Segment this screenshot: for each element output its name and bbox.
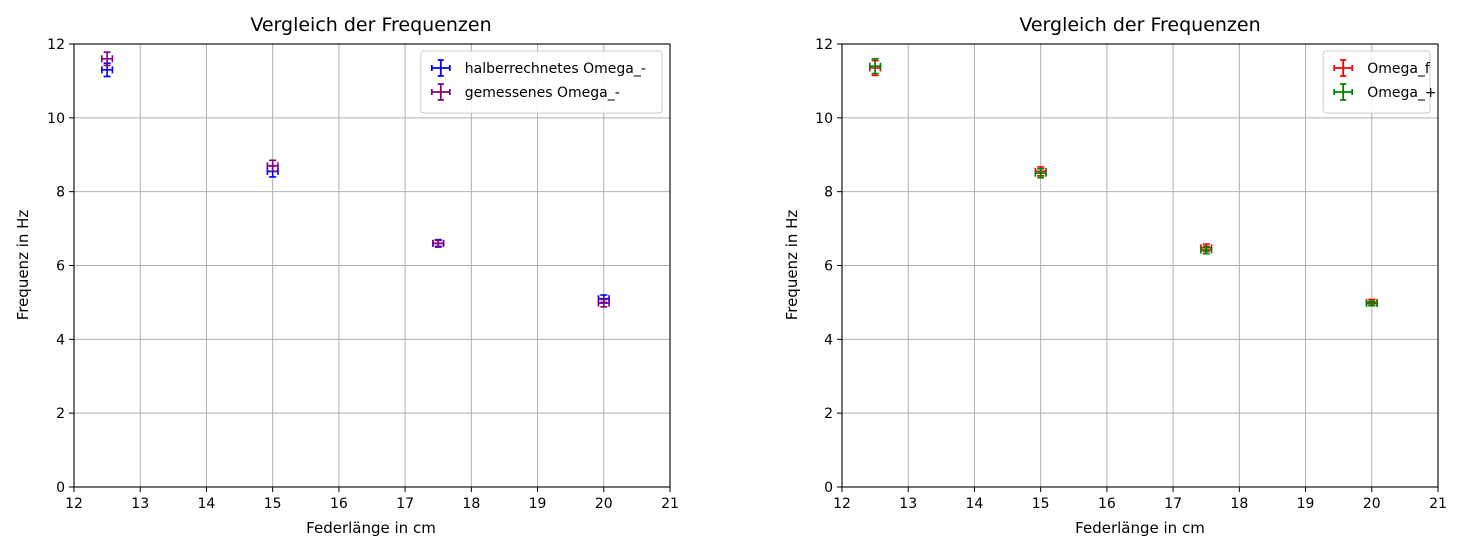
legend-marker [1333, 59, 1354, 77]
legend-box [420, 50, 663, 114]
x-tick-label: 12 [833, 496, 851, 512]
ticks: 12 13 14 15 16 17 18 19 20 21 0 2 4 6 8 10 12 [815, 37, 1447, 512]
chart-title: Vergleich der Frequenzen [250, 14, 491, 36]
y-tick-label: 8 [56, 185, 65, 201]
legend: halberrechnetes Omega_- gemessenes Omega_… [420, 50, 663, 114]
data-point [266, 159, 279, 173]
y-tick-label: 10 [47, 111, 65, 127]
data-point [597, 298, 610, 308]
x-tick-label: 12 [65, 496, 83, 512]
y-tick-label: 12 [47, 37, 65, 53]
x-tick-label: 13 [131, 496, 149, 512]
x-tick-label: 19 [1297, 496, 1315, 512]
legend-marker [430, 83, 451, 101]
x-tick-label: 18 [462, 496, 480, 512]
plot-frame [841, 43, 1439, 488]
legend-marker [1333, 83, 1354, 101]
x-tick-label: 19 [529, 496, 547, 512]
y-tick-label: 12 [815, 37, 833, 53]
legend-label: gemessenes Omega_- [465, 85, 620, 101]
y-axis-label: Frequenz in Hz [783, 210, 801, 321]
plot-frame [73, 43, 671, 488]
x-tick-label: 16 [330, 496, 348, 512]
x-tick-label: 18 [1230, 496, 1248, 512]
y-tick-label: 6 [824, 259, 833, 275]
chart-right: Vergleich der Frequenzen Federlänge in c… [783, 14, 1447, 537]
y-tick-label: 4 [824, 332, 833, 348]
x-tick-label: 20 [1363, 496, 1381, 512]
legend-label: Omega_+ [1367, 85, 1436, 101]
y-tick-label: 2 [824, 406, 833, 422]
legend-marker [430, 59, 451, 77]
x-axis-label: Federlänge in cm [306, 519, 436, 537]
data-point [1200, 245, 1213, 255]
y-tick-label: 10 [815, 111, 833, 127]
y-tick-label: 8 [824, 185, 833, 201]
x-tick-label: 21 [661, 496, 679, 512]
series-0 [869, 59, 1378, 307]
x-tick-label: 17 [396, 496, 414, 512]
legend: Omega_f Omega_+ [1322, 50, 1437, 114]
x-tick-label: 21 [1429, 496, 1447, 512]
y-tick-label: 0 [824, 480, 833, 496]
series-1 [101, 51, 610, 308]
data-point [432, 239, 445, 248]
x-tick-label: 15 [264, 496, 282, 512]
series-1 [869, 57, 1378, 308]
x-tick-label: 16 [1098, 496, 1116, 512]
data-point [101, 51, 114, 67]
y-tick-label: 4 [56, 332, 65, 348]
y-tick-label: 6 [56, 259, 65, 275]
x-tick-label: 15 [1032, 496, 1050, 512]
legend-box [1322, 50, 1431, 114]
y-tick-label: 0 [56, 480, 65, 496]
legend-label: halberrechnetes Omega_- [465, 61, 646, 77]
chart-left: Vergleich der Frequenzen Federlänge in c… [14, 14, 679, 537]
data-point [1034, 167, 1047, 179]
x-tick-label: 17 [1164, 496, 1182, 512]
legend-label: Omega_f [1367, 61, 1431, 77]
x-tick-label: 14 [198, 496, 216, 512]
data-point [1365, 300, 1378, 308]
ticks: 12 13 14 15 16 17 18 19 20 21 0 2 4 6 8 10 12 [47, 37, 679, 512]
x-axis-label: Federlänge in cm [1075, 519, 1205, 537]
x-tick-label: 13 [899, 496, 917, 512]
x-tick-label: 14 [966, 496, 984, 512]
y-tick-label: 2 [56, 406, 65, 422]
y-axis-label: Frequenz in Hz [14, 210, 32, 321]
x-tick-label: 20 [595, 496, 613, 512]
chart-title: Vergleich der Frequenzen [1019, 14, 1260, 36]
data-point [869, 57, 882, 75]
